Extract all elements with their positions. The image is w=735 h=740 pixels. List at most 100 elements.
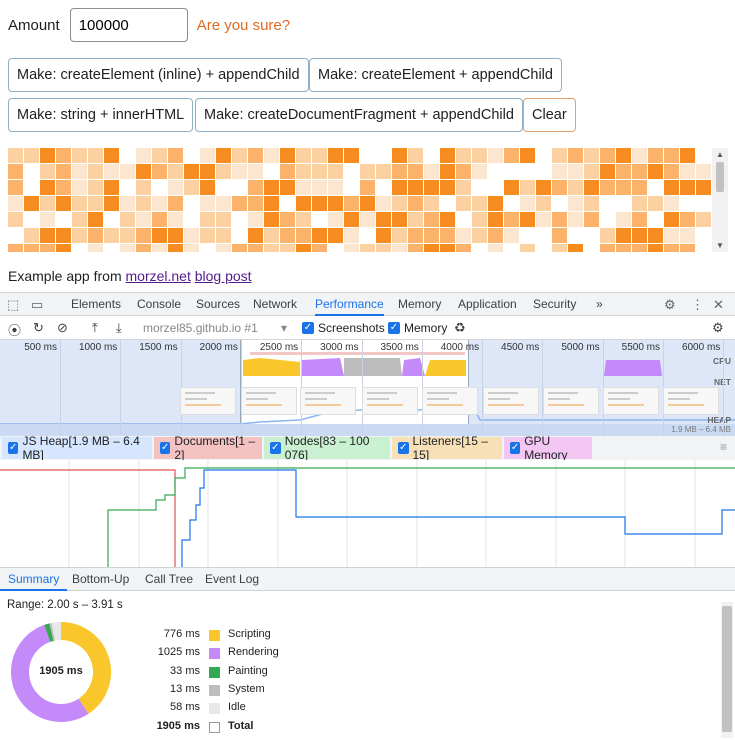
grid-cell — [584, 212, 599, 227]
grid-cell — [584, 180, 599, 195]
scroll-up-icon[interactable]: ▲ — [716, 150, 724, 159]
tab-sources[interactable]: Sources — [196, 297, 241, 311]
counter-toggle[interactable]: ✓ Nodes[83 – 100 076] — [264, 434, 390, 462]
timeline-overview[interactable]: CPU NET HEAP 1.9 MB – 6.4 MB 500 ms 1000 … — [0, 340, 735, 436]
grid-cell — [680, 148, 695, 163]
grid-cell — [440, 196, 455, 211]
scroll-down-icon[interactable]: ▼ — [716, 241, 724, 250]
screenshot-thumbnail[interactable] — [241, 387, 297, 415]
grid-cell — [216, 180, 231, 195]
recording-select[interactable]: morzel85.github.io #1 ▾ — [143, 319, 291, 337]
summary-scroll-thumb[interactable] — [722, 606, 732, 732]
tab-summary[interactable]: Summary — [0, 568, 68, 591]
screenshot-thumbnail[interactable] — [362, 387, 418, 415]
grid-cell — [200, 228, 215, 243]
grid-cell — [232, 196, 247, 211]
grid-cell — [680, 180, 695, 195]
tab-elements[interactable]: Elements — [71, 297, 122, 311]
counter-toggle[interactable]: ✓ JS Heap[1.9 MB – 6.4 MB] — [2, 434, 152, 462]
cpu-system-area — [344, 358, 402, 376]
close-devtools-icon[interactable]: ✕ — [713, 297, 724, 312]
grid-cell — [408, 164, 423, 179]
summary-panel: Range: 2.00 s – 3.91 s 1905 ms 776 ms Scr… — [0, 592, 735, 740]
cpu-scripting-area — [243, 358, 300, 376]
more-tabs-icon[interactable]: » — [596, 297, 603, 311]
settings-gear-icon[interactable]: ⚙ — [664, 297, 676, 312]
timeline-gridline — [542, 340, 544, 436]
grid-cell — [648, 212, 663, 227]
reload-record-icon[interactable]: ↻ — [33, 320, 44, 335]
clear-button[interactable]: Clear — [523, 98, 576, 132]
grid-cell — [232, 244, 247, 252]
counter-label: JS Heap[1.9 MB – 6.4 MB] — [22, 434, 140, 462]
screenshots-checkbox[interactable]: ✓ Screenshots — [302, 320, 385, 336]
counters-menu-icon[interactable]: ≡ — [719, 440, 727, 454]
tab-call-tree[interactable]: Call Tree — [145, 572, 194, 586]
grid-cell — [232, 164, 247, 179]
tab-event-log[interactable]: Event Log — [205, 572, 260, 586]
select-arrow-icon: ▾ — [280, 321, 287, 335]
download-profile-icon[interactable]: ⤓ — [116, 320, 122, 335]
tab-security[interactable]: Security — [533, 297, 577, 311]
more-options-icon[interactable]: ⋮ — [691, 297, 704, 312]
memory-checkbox[interactable]: ✓ Memory — [388, 320, 447, 336]
morzel-link[interactable]: morzel.net — [125, 268, 191, 284]
scroll-thumb[interactable] — [716, 162, 724, 192]
grid-cell — [696, 164, 711, 179]
clear-recording-icon[interactable]: ⊘ — [57, 320, 68, 335]
grid-cell — [616, 180, 631, 195]
screenshot-thumbnail[interactable] — [663, 387, 719, 415]
fragment-button[interactable]: Make: createDocumentFragment + appendChi… — [195, 98, 523, 132]
tab-application[interactable]: Application — [458, 297, 517, 311]
timeline-gridline — [723, 340, 725, 436]
screenshot-thumbnail[interactable] — [422, 387, 478, 415]
legend-row: 1905 ms Total — [140, 720, 340, 736]
grid-cell — [328, 244, 343, 252]
grid-cell — [248, 164, 263, 179]
tab-bottom-up[interactable]: Bottom-Up — [72, 572, 130, 586]
grid-cell — [264, 228, 279, 243]
grid-cell — [344, 180, 359, 195]
amount-input[interactable] — [69, 8, 188, 42]
grid-cell — [56, 244, 71, 252]
screenshot-thumbnail[interactable] — [483, 387, 539, 415]
screenshot-thumbnail[interactable] — [300, 387, 356, 415]
create-element-button[interactable]: Make: createElement + appendChild — [309, 58, 562, 92]
tab-memory[interactable]: Memory — [398, 297, 442, 311]
upload-profile-icon[interactable]: ⤒ — [92, 320, 98, 335]
grid-cell — [376, 180, 391, 195]
tab-network[interactable]: Network — [253, 297, 298, 311]
tab-console[interactable]: Console — [137, 297, 182, 311]
grid-cell — [440, 212, 455, 227]
counter-toggle[interactable]: ✓ GPU Memory — [504, 434, 592, 462]
create-inline-button[interactable]: Make: createElement (inline) + appendChi… — [8, 58, 309, 92]
garbage-collect-icon[interactable]: ♻ — [454, 320, 466, 335]
inspect-icon[interactable]: ⬚ — [7, 297, 20, 312]
summary-scrollbar[interactable] — [721, 602, 733, 738]
grid-cell — [280, 180, 295, 195]
timeline-tick-label: 2000 ms — [199, 342, 238, 353]
blog-post-link[interactable]: blog post — [194, 268, 252, 284]
grid-cell — [424, 212, 439, 227]
tab-performance[interactable]: Performance — [315, 293, 384, 316]
device-toggle-icon[interactable]: ▭ — [31, 297, 44, 312]
record-icon[interactable]: ⦿ — [8, 323, 22, 338]
screenshot-thumbnail[interactable] — [603, 387, 659, 415]
screenshot-thumbnail[interactable] — [180, 387, 236, 415]
grid-cell — [216, 244, 231, 252]
grid-cell — [216, 212, 231, 227]
inner-html-button[interactable]: Make: string + innerHTML — [8, 98, 194, 132]
grid-cell — [680, 244, 695, 252]
memory-graph[interactable] — [0, 460, 735, 567]
counter-toggle[interactable]: ✓ Listeners[15 – 15] — [392, 434, 502, 462]
grid-cell — [568, 228, 583, 243]
donut-total-label: 1905 ms — [39, 665, 83, 677]
grid-cell — [72, 212, 87, 227]
grid-scrollbar[interactable]: ▲ ▼ — [712, 148, 728, 252]
capture-settings-gear-icon[interactable]: ⚙ — [712, 320, 724, 335]
grid-cell — [552, 212, 567, 227]
screenshot-thumbnail[interactable] — [543, 387, 599, 415]
grid-cell — [488, 148, 503, 163]
counter-toggle[interactable]: ✓ Documents[1 – 2] — [154, 434, 262, 462]
grid-cell — [424, 228, 439, 243]
